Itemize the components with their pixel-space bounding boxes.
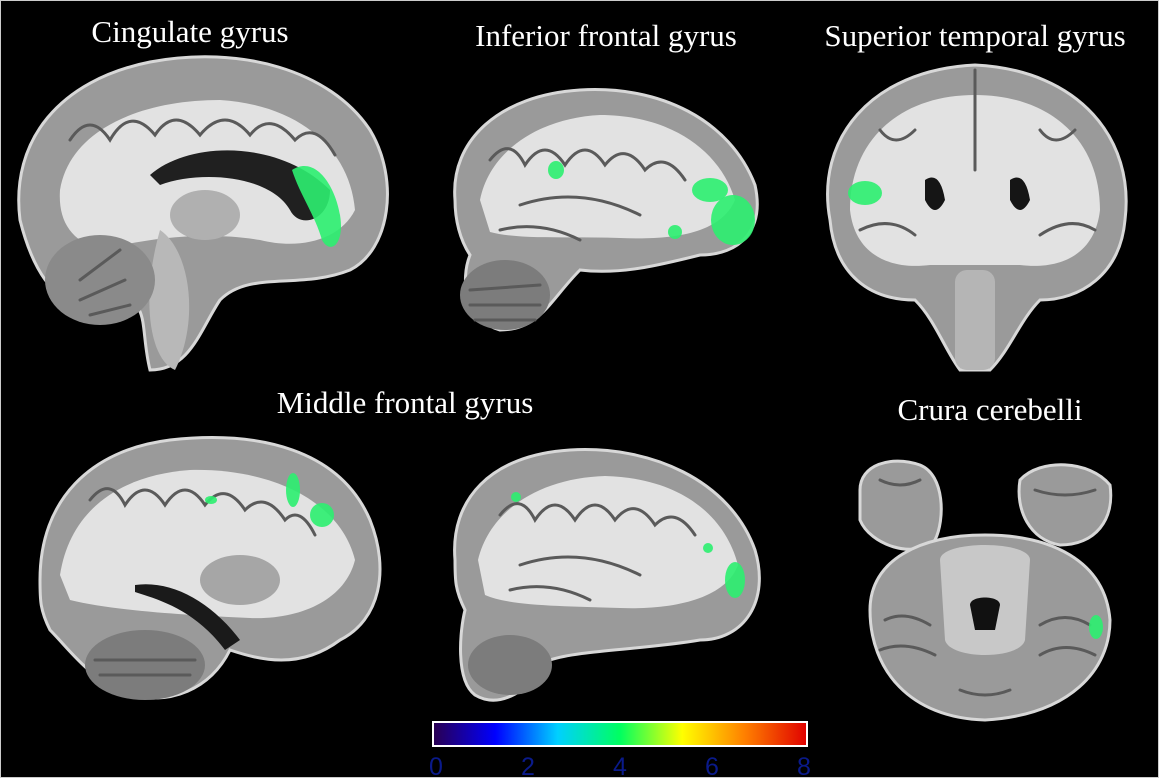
colorbar: [433, 722, 807, 746]
colorbar-tick-label: 2: [521, 753, 535, 778]
colorbar-tick-label: 4: [613, 753, 627, 778]
colorbar-tick-label: 8: [797, 753, 811, 778]
colorbar-tick-label: 0: [429, 753, 443, 778]
panel-label: Inferior frontal gyrus: [475, 18, 737, 53]
page: Cingulate gyrus Inferior frontal gyrus S…: [0, 0, 1159, 778]
panel-label: Cingulate gyrus: [91, 14, 288, 49]
panel-label: Crura cerebelli: [897, 392, 1082, 427]
figure: Cingulate gyrus Inferior frontal gyrus S…: [0, 0, 1159, 778]
panel-label: Superior temporal gyrus: [824, 18, 1125, 53]
colorbar-tick-label: 6: [705, 753, 719, 778]
panel-label: Middle frontal gyrus: [277, 385, 534, 420]
